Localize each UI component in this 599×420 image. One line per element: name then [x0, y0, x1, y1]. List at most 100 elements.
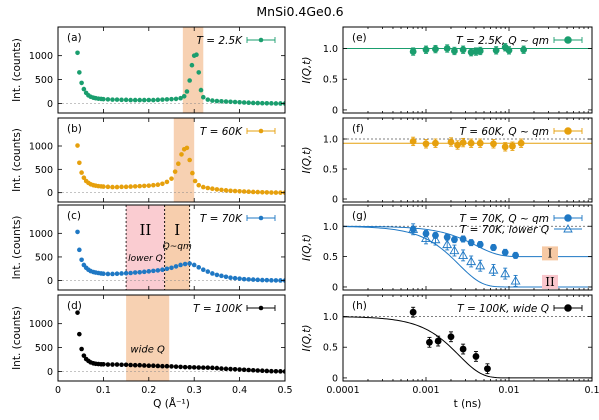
data-point — [105, 97, 111, 102]
data-point — [110, 362, 115, 367]
legend-marker — [564, 304, 572, 312]
data-point — [442, 239, 453, 249]
data-point — [250, 100, 256, 106]
data-point — [146, 97, 152, 103]
data-point — [79, 346, 84, 352]
panel-label: (h) — [352, 300, 367, 312]
data-point — [137, 183, 143, 189]
data-point — [475, 260, 486, 270]
data-point — [173, 96, 179, 102]
legend-entry: T = 70K, Q ~ qm — [460, 213, 549, 225]
data-point — [110, 97, 115, 102]
data-point — [459, 345, 467, 353]
data-point — [190, 170, 195, 176]
data-point — [488, 264, 499, 274]
y-axis-label: Int. (counts) — [11, 216, 23, 280]
legend-entry: T = 100K — [193, 303, 243, 315]
data-point — [260, 100, 265, 106]
chart-panel-c: 0 500 1000 Int. (counts) (c) T = 70K II lower Q… — [11, 204, 286, 291]
data-point — [459, 139, 467, 147]
data-point — [476, 139, 484, 147]
data-point — [510, 275, 521, 285]
plot-area — [58, 205, 285, 290]
data-point — [260, 189, 265, 195]
y-tick-label: 0 — [332, 195, 338, 206]
panel-label: (f) — [352, 123, 364, 135]
data-point — [232, 188, 238, 194]
data-point — [110, 184, 115, 190]
y-tick-label: 500 — [35, 75, 53, 86]
plot-area — [343, 43, 592, 57]
data-point — [264, 368, 270, 374]
x-axis-label: t (ns) — [454, 398, 482, 410]
data-point — [198, 87, 204, 93]
data-point — [250, 277, 256, 282]
y-tick-label: 0 — [332, 373, 338, 384]
data-point — [181, 93, 187, 99]
data-point — [443, 45, 451, 52]
data-point — [81, 86, 87, 92]
data-point — [210, 365, 215, 371]
data-point — [421, 233, 431, 242]
data-point — [432, 139, 439, 147]
data-point — [164, 266, 170, 272]
x-tick-label: 0.0001 — [326, 385, 359, 396]
data-point — [184, 89, 190, 94]
data-point — [114, 271, 120, 277]
data-point — [237, 99, 242, 105]
data-point — [447, 333, 455, 341]
region-label: II — [139, 221, 151, 239]
data-point — [178, 262, 183, 268]
data-point — [260, 277, 265, 283]
legend-entry: T = 100K, wide Q — [457, 303, 549, 315]
panel-label: (e) — [352, 32, 367, 44]
data-point — [132, 184, 138, 189]
y-tick-label: 0.5 — [323, 343, 338, 354]
data-point — [214, 272, 220, 278]
data-point — [200, 94, 206, 100]
x-tick-label: 0.5 — [277, 385, 292, 396]
data-point — [192, 178, 198, 184]
legend-entry: T = 70K — [200, 213, 243, 225]
legend-marker — [258, 37, 264, 43]
data-point — [409, 138, 417, 145]
y-tick-label: 0 — [47, 276, 53, 287]
x-tick-label: 0.001 — [412, 385, 439, 396]
curve-tag-box — [542, 274, 558, 289]
y-tick-label: 0 — [47, 99, 53, 110]
data-point — [451, 47, 458, 55]
axes-frame — [342, 117, 593, 203]
data-point — [250, 367, 256, 373]
axes-frame — [57, 26, 286, 114]
y-axis-label: I(Q,t) — [301, 146, 313, 173]
data-point — [196, 365, 202, 370]
data-point — [264, 101, 270, 106]
y-tick-label: 500 — [35, 165, 53, 176]
data-point — [250, 189, 256, 195]
data-point — [219, 366, 224, 371]
region-2 — [164, 205, 190, 290]
panel-label: (a) — [67, 32, 82, 44]
data-point — [512, 251, 519, 259]
chart-panel-d: 0 500 1000 0 0.1 0.2 0.3 0.4 0.5 Int. (counts) Q (… — [11, 294, 293, 410]
data-point — [151, 363, 156, 369]
legend-entry: T = 60K — [200, 126, 243, 138]
legend-entry: T = 70K, lower Q — [460, 224, 549, 236]
data-point — [223, 99, 229, 104]
data-point — [237, 276, 242, 281]
data-point — [196, 265, 202, 270]
data-point — [228, 366, 233, 372]
data-point — [232, 99, 238, 105]
data-point — [490, 244, 497, 251]
legend-marker — [564, 127, 572, 135]
data-point — [232, 275, 238, 281]
data-point — [255, 277, 261, 283]
data-point — [128, 270, 133, 276]
x-axis-label: Q (Å⁻¹) — [153, 397, 190, 410]
chart-panel-b: 0 500 1000 Int. (counts) (b) T = 60K — [11, 117, 286, 203]
data-point — [409, 308, 417, 316]
data-point — [264, 190, 270, 195]
data-point — [155, 268, 161, 273]
data-point — [169, 364, 174, 369]
data-point — [173, 364, 179, 369]
